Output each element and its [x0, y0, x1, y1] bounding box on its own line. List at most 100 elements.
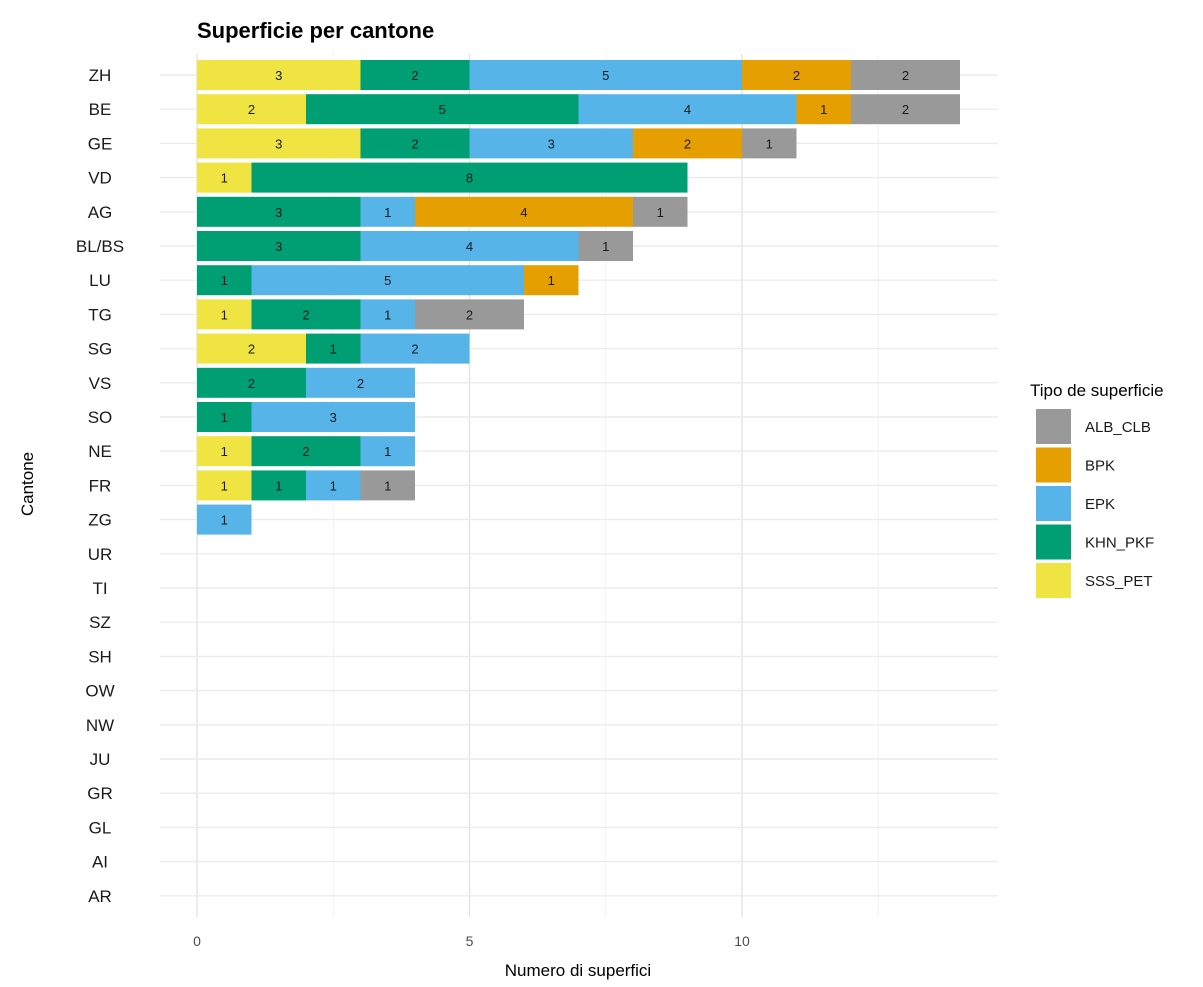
- bar-data-label: 3: [275, 239, 282, 254]
- bar-data-label: 1: [384, 444, 391, 459]
- bar-data-label: 5: [384, 273, 391, 288]
- bar-data-label: 1: [275, 478, 282, 493]
- bar-data-label: 1: [820, 102, 827, 117]
- bar-data-label: 2: [302, 444, 309, 459]
- y-tick-label: SO: [88, 408, 113, 427]
- x-tick-label: 5: [466, 933, 474, 949]
- bar-segment: [360, 436, 415, 467]
- bar-data-label: 1: [384, 478, 391, 493]
- bar-data-label: 2: [902, 68, 909, 83]
- bar-data-label: 2: [248, 102, 255, 117]
- x-axis-label: Numero di superfici: [505, 961, 651, 980]
- bar-data-label: 2: [248, 376, 255, 391]
- bar-segment: [633, 196, 688, 227]
- bar-segment: [197, 504, 252, 535]
- bar-data-label: 2: [684, 136, 691, 151]
- bar-data-label: 1: [384, 205, 391, 220]
- bar-data-label: 1: [221, 478, 228, 493]
- y-tick-label: AR: [88, 887, 112, 906]
- y-tick-label: SH: [88, 647, 112, 666]
- bar-segment: [251, 470, 306, 501]
- bar-segment: [851, 94, 960, 125]
- bar-data-label: 5: [602, 68, 609, 83]
- bar-segment: [197, 128, 361, 159]
- bar-data-label: 2: [411, 68, 418, 83]
- y-tick-label: SZ: [89, 613, 111, 632]
- bar-segment: [197, 94, 306, 125]
- bar-data-label: 2: [411, 136, 418, 151]
- bar-segment: [360, 231, 579, 261]
- y-tick-label: NW: [86, 716, 114, 735]
- bar-data-label: 3: [548, 136, 555, 151]
- bar-data-label: 1: [602, 239, 609, 254]
- bar-segment: [197, 299, 252, 330]
- bar-data-label: 1: [221, 171, 228, 186]
- bar-data-label: 1: [548, 273, 555, 288]
- bar-segment: [197, 60, 361, 90]
- y-tick-label: TI: [92, 579, 107, 598]
- bar-segment: [524, 265, 579, 296]
- chart-title: Superficie per cantone: [197, 18, 434, 43]
- bar-data-label: 5: [439, 102, 446, 117]
- legend-key: [1036, 563, 1071, 598]
- bar-segment: [360, 333, 470, 364]
- legend-label: EPK: [1085, 496, 1115, 513]
- y-tick-label: AI: [92, 853, 108, 872]
- bar-segment: [469, 60, 742, 90]
- bar-segment: [306, 470, 361, 501]
- x-tick-label: 0: [193, 933, 201, 949]
- y-tick-label: OW: [85, 682, 114, 701]
- y-tick-label: BL/BS: [76, 237, 124, 256]
- bar-segment: [251, 162, 688, 193]
- bar-segment: [578, 231, 633, 261]
- y-tick-label: UR: [88, 545, 113, 564]
- bars-layer: 3 2 5 2 2 2 5 4 1 2 3 2 3 2 1 1 8 3 1 4 1 3 4 1 1 5 1 1 2 1 2 2 1 2 2 2 1 3 1 2…: [197, 60, 960, 535]
- bar-segment: [360, 196, 415, 227]
- bar-segment: [251, 265, 524, 296]
- bar-data-label: 3: [275, 136, 282, 151]
- bar-data-label: 2: [248, 342, 255, 357]
- y-tick-label: GE: [88, 134, 113, 153]
- bar-segment: [251, 436, 361, 467]
- legend-label: KHN_PKF: [1085, 535, 1154, 552]
- bar-data-label: 2: [466, 307, 473, 322]
- bar-data-label: 4: [520, 205, 527, 220]
- bar-data-label: 3: [275, 205, 282, 220]
- bar-segment: [742, 60, 851, 90]
- bar-segment: [197, 436, 252, 467]
- y-tick-label: FR: [89, 476, 112, 495]
- y-tick-label: VD: [88, 169, 112, 188]
- bar-segment: [415, 196, 633, 227]
- bar-segment: [197, 367, 306, 398]
- bar-segment: [633, 128, 742, 159]
- bar-segment: [197, 196, 361, 227]
- y-tick-label: GL: [89, 818, 112, 837]
- bar-segment: [197, 162, 252, 193]
- legend-title: Tipo de superficie: [1030, 381, 1164, 400]
- bar-data-label: 8: [466, 171, 473, 186]
- bar-segment: [360, 299, 415, 330]
- bar-data-label: 1: [330, 342, 337, 357]
- bar-data-label: 2: [793, 68, 800, 83]
- legend-label: ALB_CLB: [1085, 419, 1151, 436]
- bar-data-label: 1: [330, 478, 337, 493]
- legend-key: [1036, 409, 1071, 444]
- bar-segment: [469, 128, 633, 159]
- bar-segment: [197, 333, 306, 364]
- x-tick-label: 10: [734, 933, 750, 949]
- y-tick-label: NE: [88, 442, 112, 461]
- bar-data-label: 1: [221, 307, 228, 322]
- axis-layer: ZH BE GE VD AG BL/BS LU TG SG VS SO NE FR ZG UR TI SZ SH O…: [76, 66, 750, 949]
- bar-segment: [251, 299, 361, 330]
- y-tick-label: TG: [88, 305, 112, 324]
- bar-segment: [306, 333, 361, 364]
- bar-data-label: 4: [684, 102, 691, 117]
- legend-label: SSS_PET: [1085, 573, 1153, 590]
- y-tick-label: BE: [89, 100, 112, 119]
- bar-data-label: 2: [302, 307, 309, 322]
- bar-segment: [197, 265, 252, 296]
- bar-segment: [742, 128, 797, 159]
- y-axis-label: Cantone: [18, 452, 37, 516]
